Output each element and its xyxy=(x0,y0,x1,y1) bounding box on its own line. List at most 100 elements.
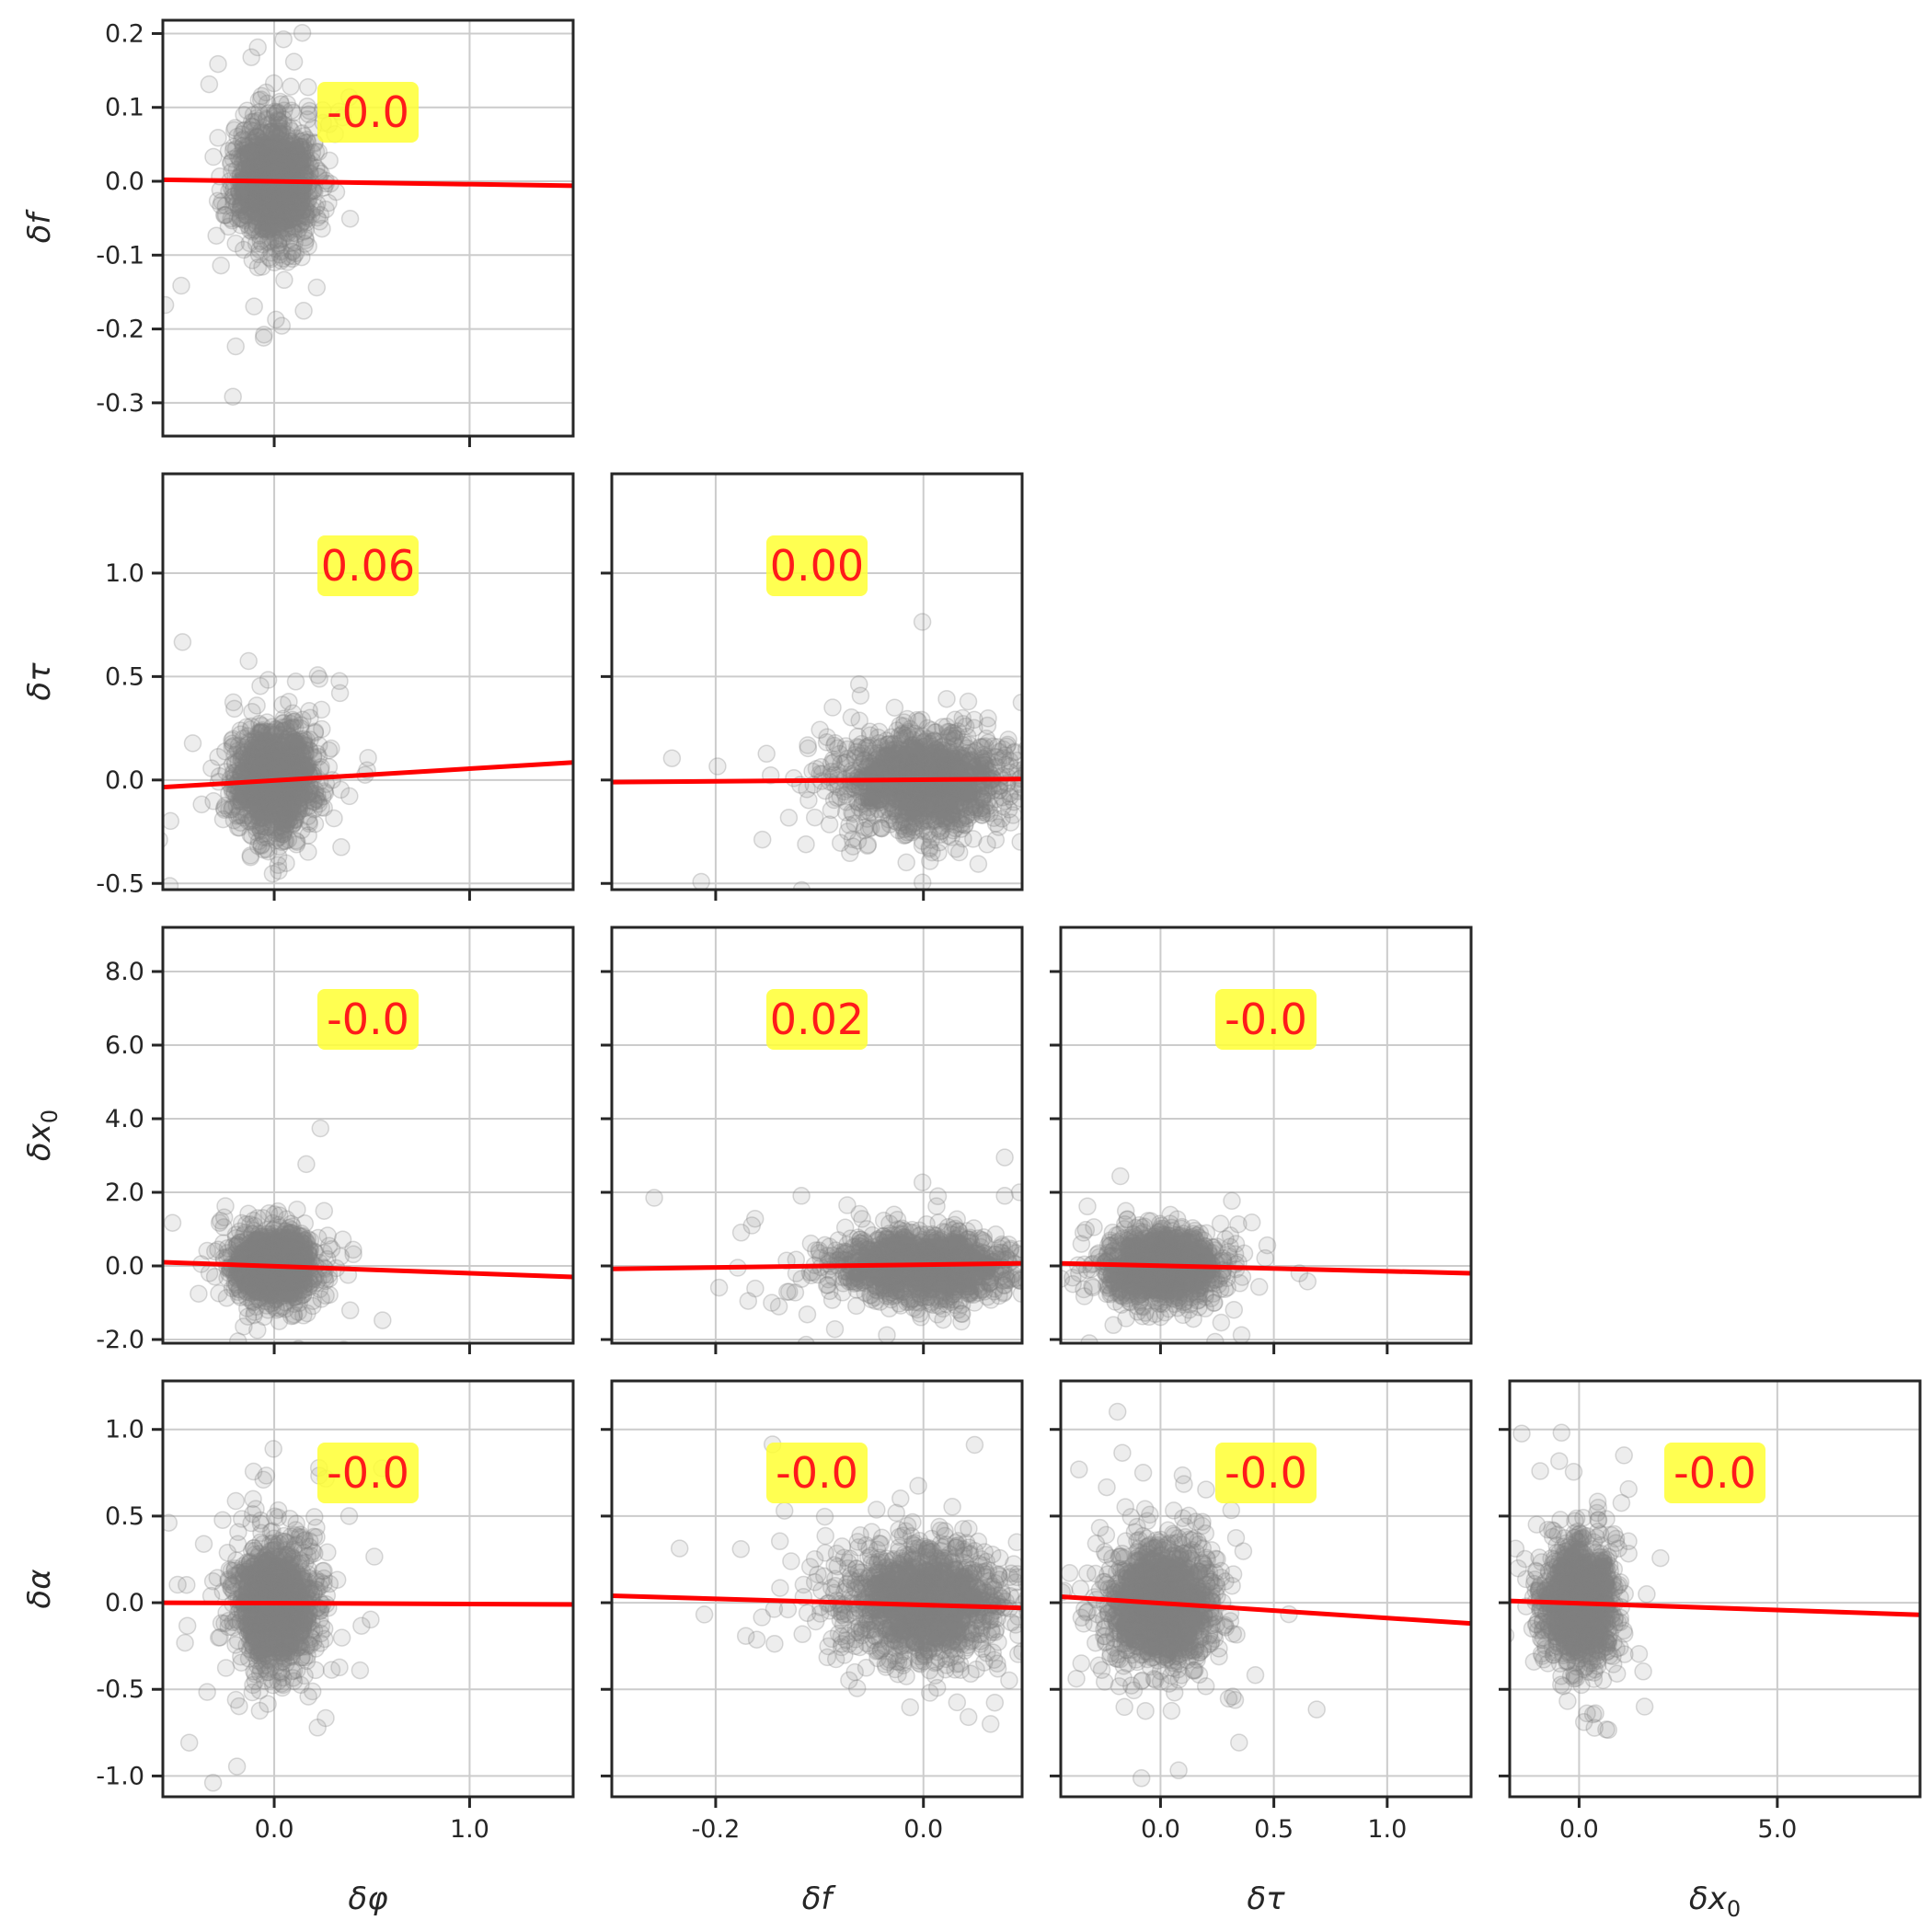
scatter-point xyxy=(249,103,269,121)
scatter-point xyxy=(805,808,824,827)
scatter-point xyxy=(288,147,307,167)
scatter-point xyxy=(261,152,281,171)
y-tick-label: 1.0 xyxy=(105,559,144,588)
scatter-point xyxy=(251,154,270,172)
scatter-point xyxy=(282,188,301,206)
fit-line xyxy=(612,776,1022,785)
scatter-point xyxy=(286,673,305,691)
scatter-point xyxy=(272,151,292,170)
scatter-point xyxy=(320,151,339,170)
scatter-point xyxy=(282,153,301,171)
scatter-point xyxy=(253,153,271,172)
scatter-point xyxy=(299,807,317,826)
scatter-point xyxy=(268,196,286,214)
scatter-point xyxy=(278,150,296,168)
scatter-point xyxy=(270,797,290,816)
scatter-point xyxy=(283,209,303,228)
scatter-point xyxy=(294,302,313,320)
scatter-point xyxy=(275,811,294,829)
scatter-point xyxy=(275,192,294,212)
scatter-point xyxy=(853,782,872,800)
scatter-point xyxy=(297,1155,316,1174)
scatter-point xyxy=(270,195,289,214)
scatter-point xyxy=(293,213,311,232)
scatter-point xyxy=(269,856,288,875)
scatter-point xyxy=(301,155,320,174)
scatter-point xyxy=(256,189,274,207)
scatter-point xyxy=(224,187,242,206)
scatter-point xyxy=(274,212,293,230)
scatter-point xyxy=(263,748,282,767)
scatter-point xyxy=(270,188,290,206)
scatter-point xyxy=(245,792,263,811)
scatter-point xyxy=(259,671,278,689)
scatter-point xyxy=(303,151,322,170)
scatter-point xyxy=(251,232,270,251)
scatter-point xyxy=(243,141,261,160)
scatter-point xyxy=(247,144,266,163)
y-tick-label: -0.2 xyxy=(96,316,144,344)
scatter-point xyxy=(270,190,288,210)
scatter-point xyxy=(287,152,305,171)
scatter-point xyxy=(208,191,227,211)
scatter-point xyxy=(262,186,281,205)
scatter-point xyxy=(262,243,281,262)
scatter-point xyxy=(233,196,251,214)
scatter-point xyxy=(273,159,292,178)
scatter-point xyxy=(250,150,270,169)
scatter-point xyxy=(259,209,278,228)
scatter-point xyxy=(247,135,267,154)
scatter-point xyxy=(260,205,280,224)
scatter-point xyxy=(287,742,306,761)
scatter-point xyxy=(260,191,280,210)
scatter-point xyxy=(263,157,282,176)
scatter-point xyxy=(279,197,297,215)
scatter-point xyxy=(278,159,296,178)
scatter-point xyxy=(275,150,294,168)
panel-frame xyxy=(161,18,575,438)
scatter-point xyxy=(281,192,300,212)
scatter-point xyxy=(1005,792,1022,811)
scatter-point xyxy=(276,132,294,151)
scatter-point xyxy=(261,138,280,157)
scatter-point xyxy=(296,133,315,153)
scatter-point xyxy=(301,708,319,727)
scatter-point xyxy=(280,132,299,151)
scatter-point xyxy=(254,158,272,177)
scatter-point xyxy=(275,101,293,120)
scatter-point xyxy=(272,189,291,207)
scatter-point xyxy=(263,190,282,210)
scatter-point xyxy=(256,213,275,233)
scatter-point xyxy=(282,249,302,269)
scatter-point xyxy=(265,141,283,159)
scatter-point xyxy=(258,94,277,113)
scatter-point xyxy=(296,221,315,240)
scatter-point xyxy=(258,213,277,233)
scatter-point xyxy=(276,155,295,175)
scatter-point xyxy=(265,782,284,801)
scatter-point xyxy=(965,710,983,730)
scatter-point xyxy=(263,210,282,228)
scatter-point xyxy=(279,214,297,233)
scatter-point xyxy=(236,206,256,224)
scatter-point xyxy=(270,146,290,166)
scatter-point xyxy=(270,149,289,167)
scatter-point xyxy=(278,125,297,144)
scatter-point xyxy=(259,123,279,143)
scatter-point xyxy=(266,230,284,249)
scatter-point xyxy=(267,192,286,212)
scatter-point xyxy=(277,752,296,770)
scatter-point xyxy=(258,189,277,207)
scatter-point xyxy=(255,218,273,237)
scatter-point xyxy=(245,756,264,775)
scatter-point xyxy=(262,737,281,756)
scatter-point xyxy=(251,204,270,223)
scatter-point xyxy=(249,142,269,161)
scatter-point xyxy=(224,149,243,168)
scatter-point xyxy=(230,183,248,201)
scatter-point xyxy=(263,218,282,236)
scatter-point xyxy=(289,797,308,815)
scatter-point xyxy=(290,741,309,760)
scatter-point xyxy=(242,48,260,66)
scatter-point xyxy=(247,128,267,146)
